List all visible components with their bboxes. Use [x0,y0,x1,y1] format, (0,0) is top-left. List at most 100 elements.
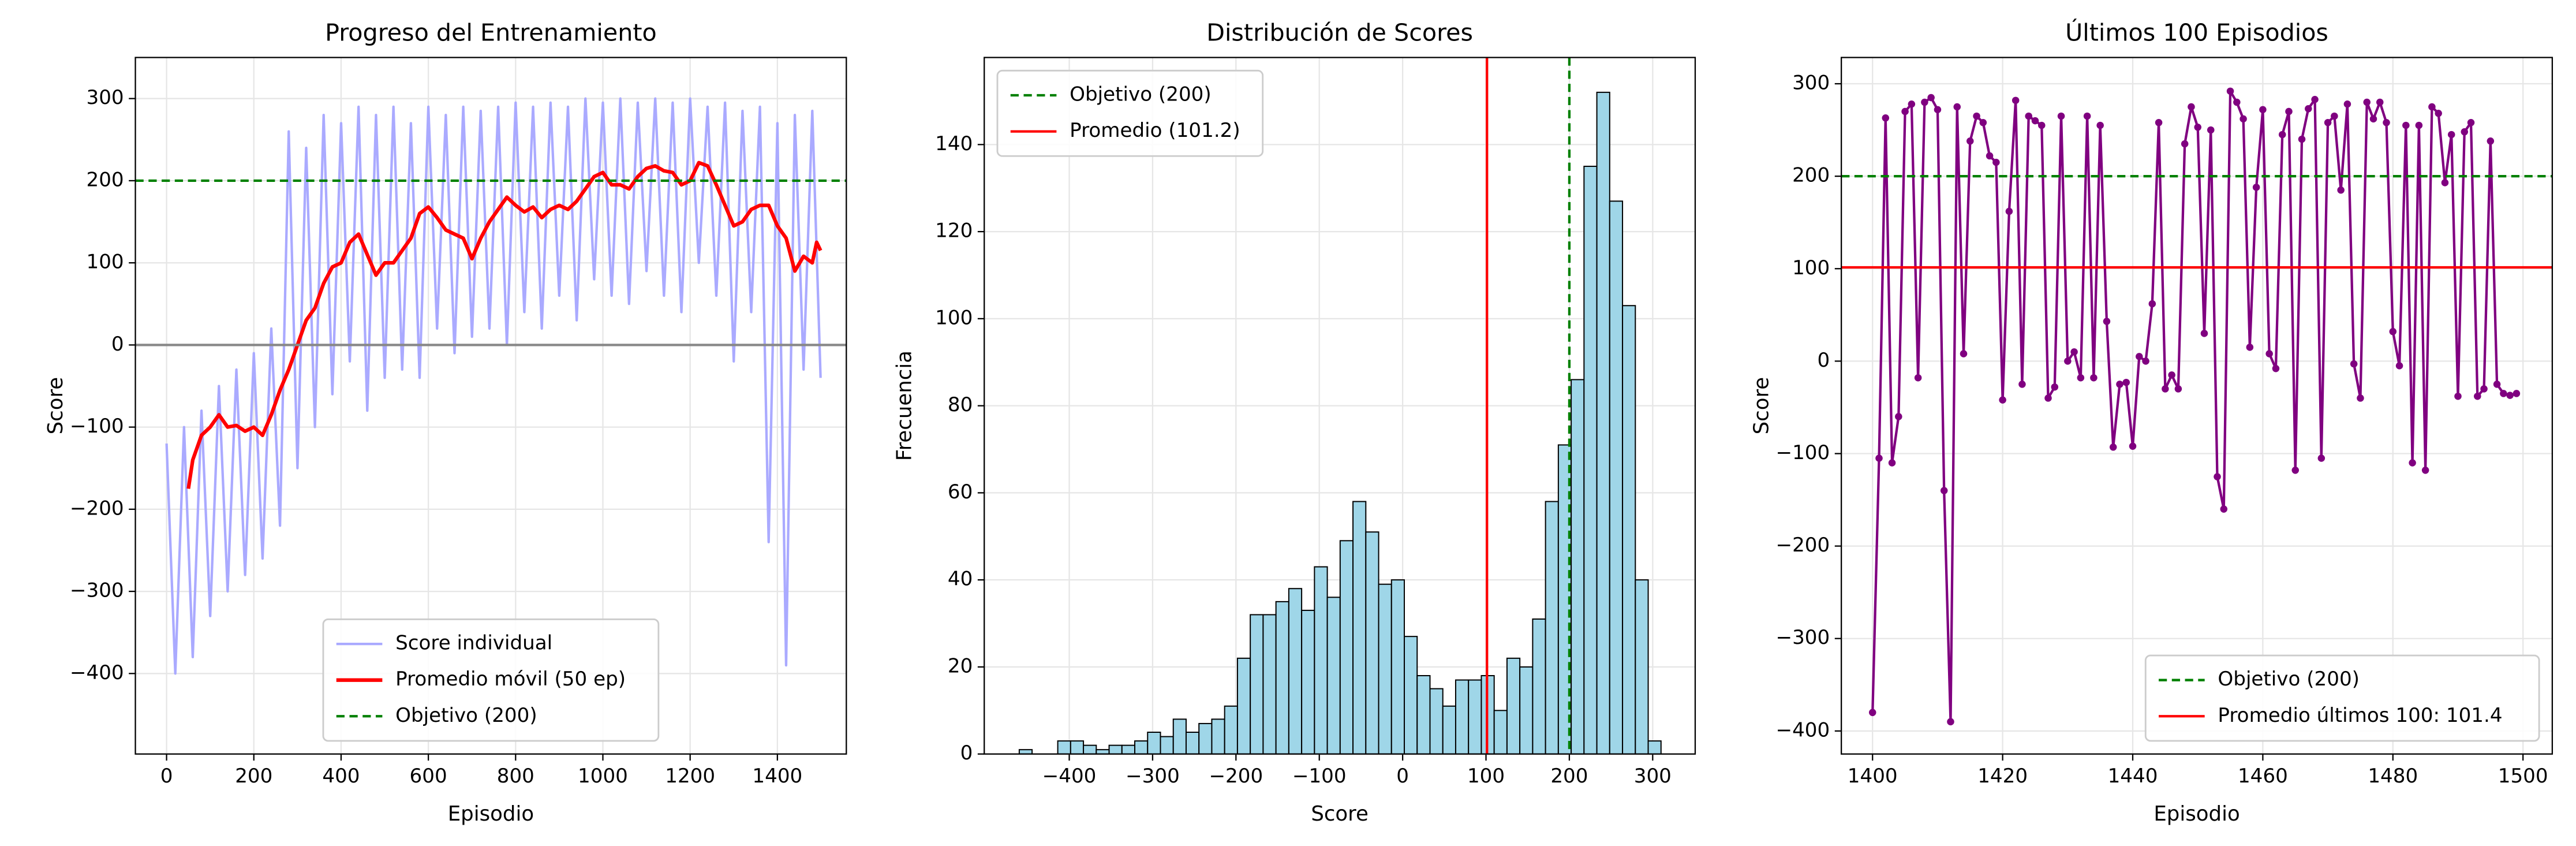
bar [1185,732,1200,754]
axes-frame [984,57,1696,755]
point [2298,135,2306,143]
y-tick-label: 300 [1792,72,1830,95]
point [2487,137,2495,145]
bar [1365,531,1379,754]
point [2239,115,2247,123]
point [2174,385,2182,393]
bar [1519,666,1534,754]
point [2077,374,2085,382]
point [2331,112,2338,120]
bar [1429,688,1444,754]
y-tick-label: −100 [70,415,124,438]
point [2122,378,2130,386]
bar [1018,749,1033,754]
point [2103,318,2111,325]
point [1973,112,1980,120]
point [2188,103,2195,111]
point [2493,381,2501,388]
bar [1468,679,1482,754]
bar [1301,609,1315,754]
point [2207,126,2215,134]
x-axis-label: Episodio [2153,802,2239,826]
bar [1057,740,1071,754]
point [2233,98,2241,106]
bar [1545,501,1559,754]
x-tick-label: −300 [1126,765,1180,788]
bar [1390,579,1405,754]
point [2480,385,2488,393]
bar [1455,679,1470,754]
bar [1352,501,1367,754]
legend-label: Objetivo (200) [1070,83,1212,106]
point [1914,374,1922,382]
point [2252,184,2260,191]
bar [1571,379,1585,754]
point [1986,152,1994,160]
point [2454,392,2462,400]
subplot: 1400 1420 1440 1460 1480 1500 −400 −300 −200 −100… [1750,19,2553,826]
point [2259,106,2267,114]
point [1960,350,1968,357]
point [2181,140,2189,148]
y-tick-label: 100 [935,306,973,329]
point [2278,131,2286,139]
y-axis-label: Frecuencia [893,351,917,461]
bar [1416,675,1431,754]
bar [1583,166,1598,754]
x-axis-label: Score [1311,802,1369,826]
point [2395,362,2403,370]
point [2474,392,2481,400]
point [1888,459,1896,467]
plot-area [1841,87,2552,726]
x-axis-label: Episodio [448,802,534,826]
point [2090,374,2098,382]
point [1927,94,1935,102]
point [1908,100,1916,108]
point [2402,121,2410,129]
subplot: 0 200 400 600 800 1000 1200 1400−400−300−200−10… [44,19,847,826]
y-tick-label: −400 [1776,718,1830,741]
point [2311,95,2319,103]
point [2070,348,2078,356]
bar [1108,744,1123,754]
point [2350,360,2358,368]
point [2357,394,2364,402]
point [2012,96,2020,105]
point [2409,459,2416,467]
point [1895,413,1902,420]
point [1921,98,1928,106]
bar [1442,705,1456,754]
axes-frame [1841,57,2553,755]
point [2317,454,2325,462]
point [2096,121,2104,129]
x-tick-label: 1440 [2108,765,2158,788]
bar [1506,657,1521,754]
point [2214,473,2221,480]
point [2461,128,2469,136]
point [2467,119,2475,126]
point [2018,381,2026,388]
bar [1596,91,1610,754]
y-tick-label: −200 [70,497,124,520]
point [1875,454,1883,462]
point [2428,103,2436,111]
point [2051,383,2059,391]
y-tick-label: −100 [1776,441,1830,464]
y-tick-label: 100 [86,251,124,274]
point [1868,709,1876,717]
x-tick-label: 200 [235,765,272,788]
bar [1172,718,1187,754]
point [2291,467,2300,474]
series-line [1871,90,2517,723]
legend-label: Promedio últimos 100: 101.4 [2218,704,2502,727]
point [2337,186,2345,194]
legend: Objetivo (200) Promedio últimos 100: 101.… [2144,654,2540,742]
bar [1198,722,1213,754]
bar [1326,597,1341,754]
point [2369,115,2377,123]
point [2129,442,2137,450]
point [1999,396,2006,404]
point [2506,392,2514,399]
point [2500,390,2507,397]
bar [1622,305,1636,754]
